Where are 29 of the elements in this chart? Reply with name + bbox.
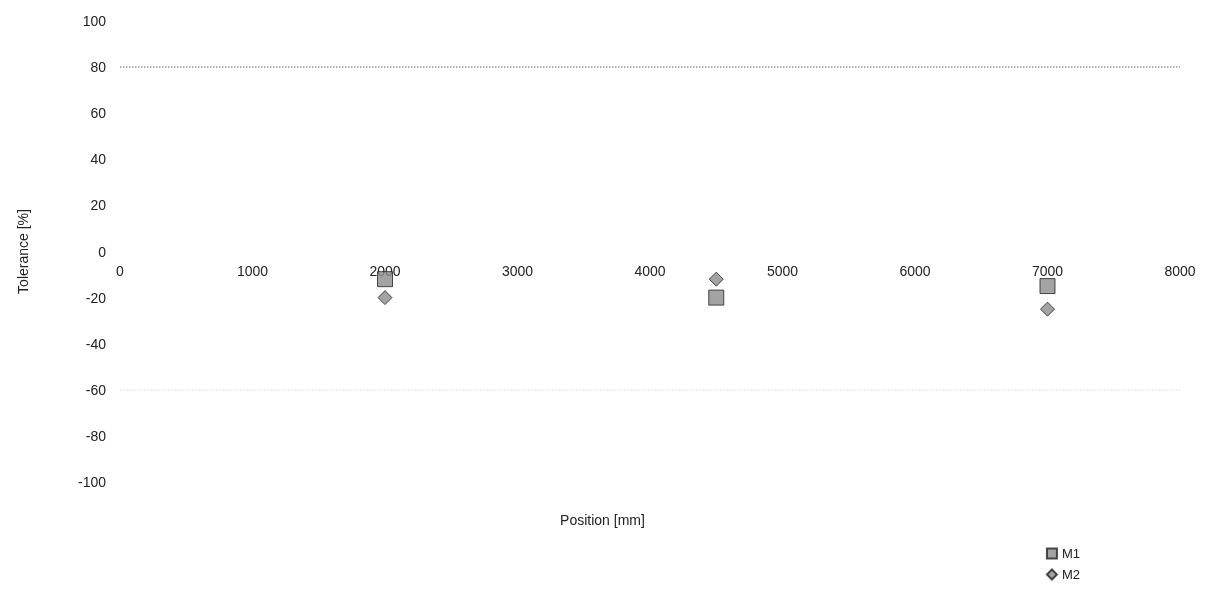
y-tick-label: -100 [77,474,107,490]
x-tick-label: 7000 [1031,262,1064,279]
legend-label: M2 [1061,567,1080,582]
y-tick-label: -20 [85,289,107,306]
y-tick-label: -40 [85,335,107,352]
y-axis-title: Tolerance [%] [15,209,31,294]
x-tick-label: 1000 [236,262,269,279]
x-tick-label: 2000 [369,262,401,279]
point [1040,301,1055,317]
point [708,271,724,287]
x-tick-label: 8000 [1164,262,1196,279]
y-tick-label: -60 [85,381,107,398]
point [1039,278,1056,295]
legend-label: M1 [1061,546,1080,561]
y-tick-label: 100 [82,13,107,29]
x-tick-label: 0 [116,262,125,279]
y-tick-label: 40 [90,151,107,168]
y-tick-label: 80 [90,59,107,76]
y-tick-label: 0 [98,243,107,260]
y-tick-label: 60 [90,105,107,122]
y-tick-label: 20 [90,197,107,214]
x-tick-label: 4000 [634,262,666,279]
point [708,289,725,306]
x-tick-label: 3000 [501,262,534,279]
point [377,290,393,306]
x-axis-title: Position [mm] [560,512,645,528]
x-tick-label: 6000 [899,262,931,279]
y-tick-label: -80 [85,427,107,444]
x-tick-label: 5000 [766,262,799,279]
